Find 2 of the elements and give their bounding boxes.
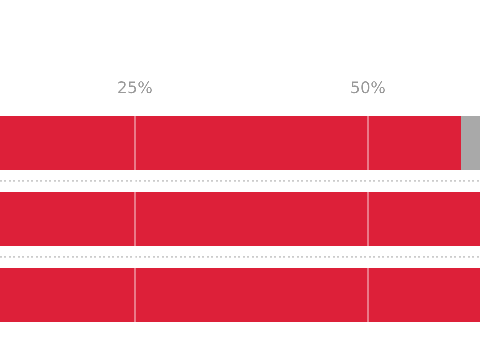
x-tick-label: 25%	[118, 81, 152, 94]
x-tick-label: 50%	[352, 81, 386, 94]
